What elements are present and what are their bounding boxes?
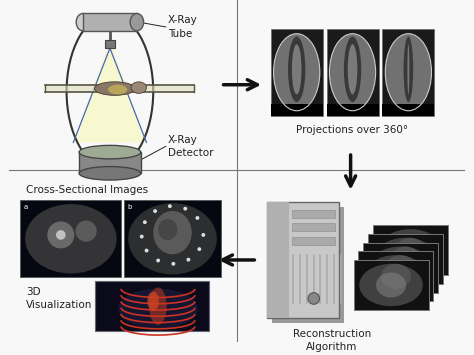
- Ellipse shape: [118, 289, 198, 329]
- Bar: [368, 234, 443, 284]
- Ellipse shape: [79, 166, 141, 180]
- Ellipse shape: [348, 44, 357, 94]
- Circle shape: [153, 209, 157, 213]
- Bar: [363, 242, 438, 293]
- Circle shape: [172, 262, 175, 266]
- Bar: [124, 200, 220, 277]
- Circle shape: [168, 204, 172, 208]
- Bar: [79, 152, 141, 173]
- Circle shape: [308, 293, 319, 304]
- Ellipse shape: [344, 37, 361, 102]
- Text: a: a: [23, 204, 27, 210]
- Bar: [358, 251, 433, 301]
- Ellipse shape: [76, 13, 90, 31]
- Ellipse shape: [128, 203, 217, 274]
- Bar: [292, 210, 336, 218]
- Circle shape: [156, 258, 160, 262]
- Ellipse shape: [130, 13, 144, 31]
- Ellipse shape: [25, 204, 117, 273]
- Ellipse shape: [379, 229, 442, 272]
- Bar: [95, 281, 209, 331]
- Ellipse shape: [47, 222, 74, 248]
- Bar: [327, 104, 379, 115]
- Ellipse shape: [149, 288, 167, 325]
- Bar: [267, 202, 289, 318]
- Ellipse shape: [56, 230, 65, 240]
- Bar: [373, 225, 448, 275]
- Text: X-Ray
Detector: X-Ray Detector: [168, 135, 213, 158]
- Bar: [105, 40, 115, 48]
- Ellipse shape: [292, 44, 301, 94]
- Text: Cross-Sectional Images: Cross-Sectional Images: [26, 185, 148, 195]
- Ellipse shape: [147, 291, 159, 311]
- Bar: [292, 237, 336, 245]
- Text: 3D
Visualization: 3D Visualization: [26, 287, 92, 310]
- Bar: [383, 104, 434, 115]
- Circle shape: [186, 258, 191, 262]
- Circle shape: [195, 216, 200, 220]
- FancyBboxPatch shape: [272, 207, 344, 323]
- Bar: [20, 200, 121, 277]
- Bar: [271, 29, 323, 115]
- Bar: [327, 29, 379, 115]
- Ellipse shape: [288, 37, 305, 102]
- Ellipse shape: [329, 34, 376, 111]
- Ellipse shape: [391, 246, 420, 272]
- Circle shape: [197, 247, 201, 251]
- Ellipse shape: [80, 146, 140, 158]
- Ellipse shape: [369, 246, 432, 289]
- Circle shape: [143, 220, 147, 224]
- Bar: [354, 260, 428, 310]
- Bar: [383, 29, 434, 115]
- Ellipse shape: [386, 255, 416, 280]
- Ellipse shape: [395, 238, 425, 263]
- Bar: [83, 13, 137, 31]
- Ellipse shape: [381, 264, 411, 289]
- Ellipse shape: [359, 264, 423, 306]
- Ellipse shape: [273, 34, 320, 111]
- Ellipse shape: [408, 44, 410, 94]
- Ellipse shape: [374, 238, 438, 280]
- Text: Reconstruction
Algorithm: Reconstruction Algorithm: [293, 329, 371, 353]
- Ellipse shape: [385, 34, 431, 111]
- Polygon shape: [73, 48, 146, 142]
- Ellipse shape: [75, 220, 97, 242]
- Bar: [271, 104, 323, 115]
- Ellipse shape: [79, 146, 141, 159]
- Bar: [46, 85, 194, 92]
- Circle shape: [145, 248, 148, 252]
- FancyBboxPatch shape: [267, 202, 339, 318]
- Text: Projections over 360°: Projections over 360°: [296, 125, 409, 135]
- Circle shape: [183, 207, 187, 211]
- Ellipse shape: [94, 82, 135, 95]
- Text: X-Ray
Tube: X-Ray Tube: [168, 15, 198, 39]
- Bar: [292, 223, 336, 231]
- Circle shape: [140, 235, 144, 239]
- Ellipse shape: [108, 85, 127, 94]
- Circle shape: [201, 233, 205, 237]
- Ellipse shape: [153, 211, 192, 254]
- Ellipse shape: [376, 273, 406, 297]
- Ellipse shape: [131, 82, 146, 93]
- Ellipse shape: [403, 37, 413, 102]
- Ellipse shape: [364, 255, 428, 297]
- Text: b: b: [127, 204, 132, 210]
- Ellipse shape: [158, 219, 177, 240]
